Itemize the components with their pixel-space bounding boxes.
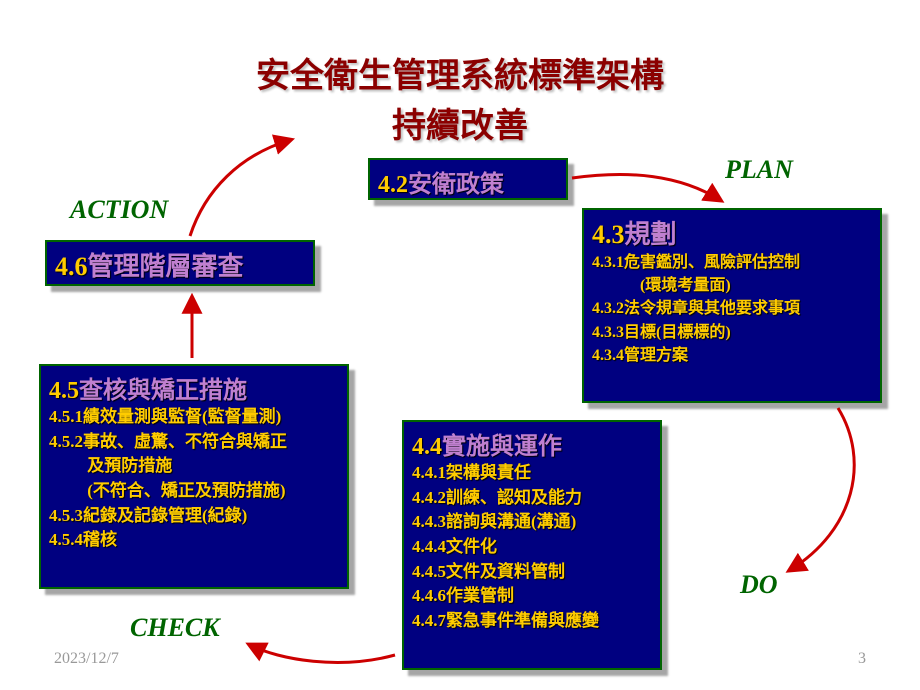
box-4-2-title: 4.2安衛政策 [378, 164, 558, 199]
box-item: 4.5.1績效量測與監督(監督量測) [49, 405, 339, 430]
arrow [572, 174, 720, 200]
arrow [250, 645, 395, 662]
box-item: 4.5.3紀錄及記錄管理(紀錄) [49, 504, 339, 529]
box-4-5-num: 4.5 [49, 378, 79, 404]
box-item: 4.4.4文件化 [412, 535, 652, 560]
box-4-6-txt: 管理階層審查 [88, 252, 244, 281]
box-4-3-txt: 規劃 [625, 220, 677, 249]
box-4-5-txt: 查核與矯正措施 [79, 378, 247, 404]
box-4-3-items: 4.3.1危害鑑別、風險評估控制 (環境考量面)4.3.2法令規章與其他要求事項… [592, 251, 872, 367]
box-4-4-items: 4.4.1架構與責任4.4.2訓練、認知及能力4.4.3諮詢與溝通(溝通)4.4… [412, 461, 652, 633]
box-4-3: 4.3規劃 4.3.1危害鑑別、風險評估控制 (環境考量面)4.3.2法令規章與… [582, 208, 882, 403]
box-4-2-num: 4.2 [378, 172, 408, 198]
box-item: 4.5.4稽核 [49, 528, 339, 553]
box-item: 4.5.2事故、虛驚、不符合與矯正 [49, 430, 339, 455]
box-4-5: 4.5查核與矯正措施 4.5.1績效量測與監督(監督量測)4.5.2事故、虛驚、… [39, 364, 349, 589]
arrow [790, 408, 854, 570]
box-4-2-txt: 安衛政策 [408, 172, 504, 198]
box-item: 4.4.3諮詢與溝通(溝通) [412, 510, 652, 535]
box-4-6-title: 4.6管理階層審查 [55, 246, 305, 283]
box-item: 4.4.2訓練、認知及能力 [412, 486, 652, 511]
footer-page: 3 [858, 650, 866, 668]
phase-action: ACTION [70, 195, 168, 225]
arrow [190, 140, 290, 236]
box-item: 4.3.2法令規章與其他要求事項 [592, 297, 872, 320]
box-item: 4.4.5文件及資料管制 [412, 560, 652, 585]
box-item: 及預防措施 [49, 454, 339, 479]
phase-plan: PLAN [725, 155, 793, 185]
diagram-stage: 安全衛生管理系統標準架構 持續改善 PLAN DO CHECK ACTION 4… [0, 0, 920, 690]
box-4-3-title: 4.3規劃 [592, 214, 872, 251]
box-4-5-title: 4.5查核與矯正措施 [49, 370, 339, 405]
main-title-line1: 安全衛生管理系統標準架構 [0, 48, 920, 97]
box-item: (環境考量面) [592, 274, 872, 297]
box-item: 4.3.3目標(目標標的) [592, 321, 872, 344]
box-item: (不符合、矯正及預防措施) [49, 479, 339, 504]
box-item: 4.3.4管理方案 [592, 344, 872, 367]
box-4-4: 4.4實施與運作 4.4.1架構與責任4.4.2訓練、認知及能力4.4.3諮詢與… [402, 420, 662, 670]
box-4-5-items: 4.5.1績效量測與監督(監督量測)4.5.2事故、虛驚、不符合與矯正 及預防措… [49, 405, 339, 553]
phase-do: DO [740, 570, 778, 600]
box-item: 4.3.1危害鑑別、風險評估控制 [592, 251, 872, 274]
box-4-6: 4.6管理階層審查 [45, 240, 315, 286]
box-4-4-txt: 實施與運作 [442, 434, 562, 460]
box-4-4-title: 4.4實施與運作 [412, 426, 652, 461]
footer-date: 2023/12/7 [54, 650, 119, 668]
box-4-6-num: 4.6 [55, 252, 88, 281]
box-4-2: 4.2安衛政策 [368, 158, 568, 200]
box-item: 4.4.1架構與責任 [412, 461, 652, 486]
box-item: 4.4.7緊急事件準備與應變 [412, 609, 652, 634]
main-title-line2: 持續改善 [0, 98, 920, 147]
box-4-3-num: 4.3 [592, 220, 625, 249]
phase-check: CHECK [130, 613, 220, 643]
box-item: 4.4.6作業管制 [412, 584, 652, 609]
box-4-4-num: 4.4 [412, 434, 442, 460]
